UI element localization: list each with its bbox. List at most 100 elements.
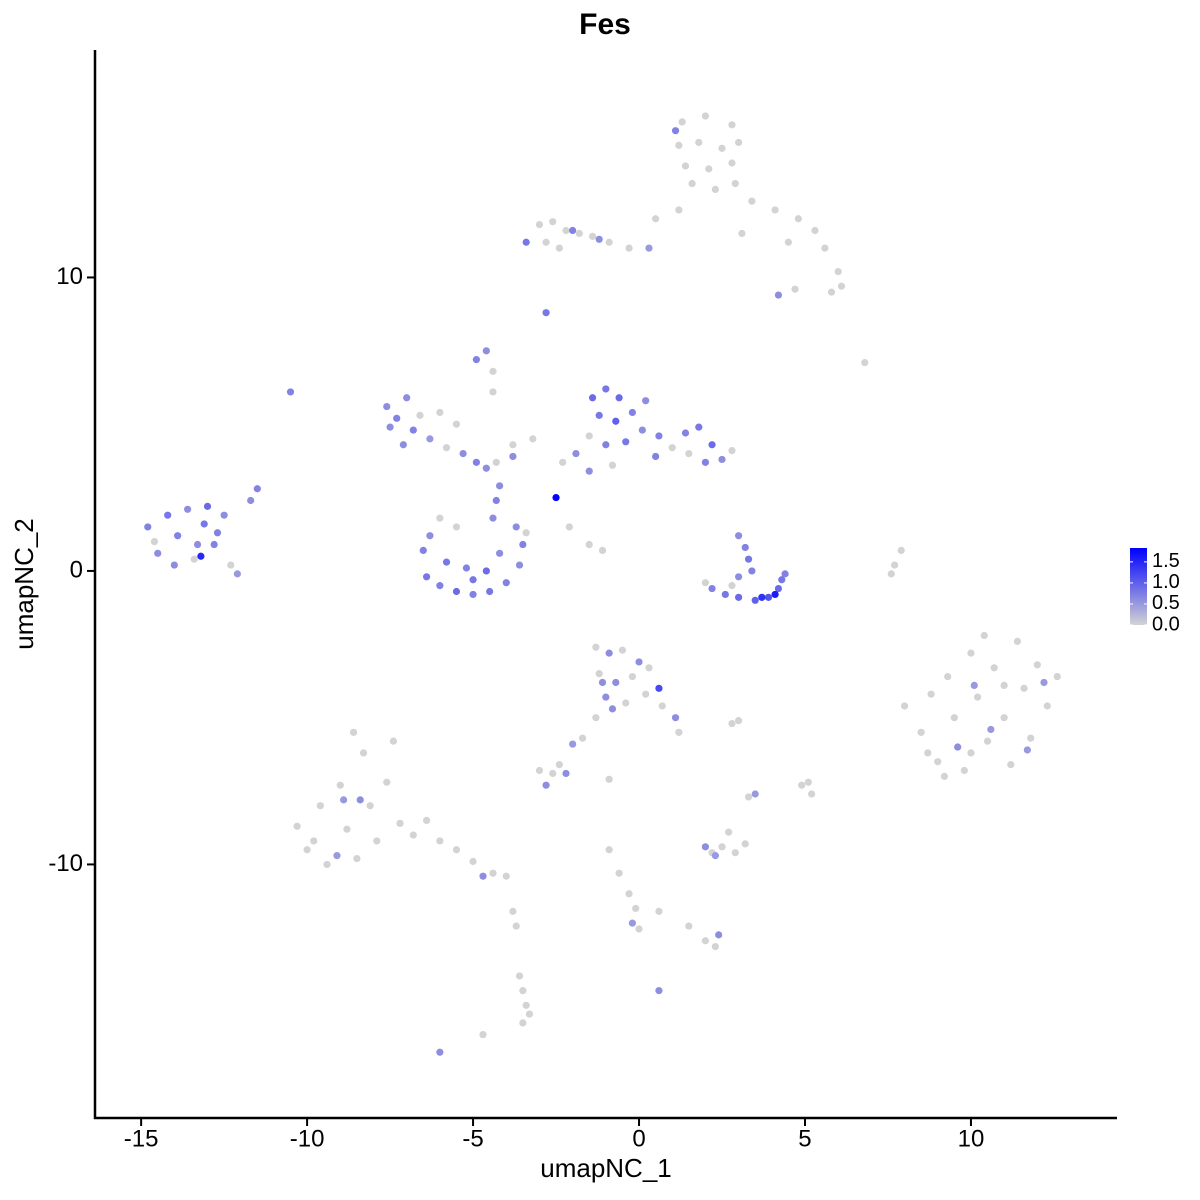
y-axis-title: umapNC_2 xyxy=(9,518,39,650)
point xyxy=(220,511,228,519)
x-tick-label: 0 xyxy=(632,1125,645,1152)
point xyxy=(515,972,524,980)
point xyxy=(203,502,212,510)
point xyxy=(924,749,932,757)
point xyxy=(349,728,358,736)
point xyxy=(373,837,381,845)
point xyxy=(987,725,995,734)
point xyxy=(900,702,909,710)
point xyxy=(738,229,746,238)
point xyxy=(1020,684,1028,692)
point xyxy=(774,291,783,299)
point xyxy=(522,1001,530,1009)
point xyxy=(303,846,311,854)
point xyxy=(442,444,451,452)
point xyxy=(542,238,550,246)
point xyxy=(735,593,743,601)
point xyxy=(615,869,623,877)
point xyxy=(535,766,544,775)
x-tick-label: -10 xyxy=(290,1125,325,1152)
point xyxy=(383,402,391,411)
point xyxy=(422,573,431,581)
point xyxy=(771,206,779,214)
point xyxy=(452,846,461,854)
point xyxy=(356,796,364,804)
point xyxy=(608,705,617,713)
point xyxy=(1040,678,1048,687)
point xyxy=(393,414,401,422)
point xyxy=(655,432,663,440)
point xyxy=(585,467,593,475)
point xyxy=(492,458,500,466)
point xyxy=(452,587,461,596)
point xyxy=(748,567,756,575)
point xyxy=(343,825,351,833)
point xyxy=(628,408,636,417)
chart-title: Fes xyxy=(579,8,631,41)
point xyxy=(555,761,563,769)
point xyxy=(512,922,520,930)
point xyxy=(602,441,610,449)
point xyxy=(164,511,172,519)
point xyxy=(512,523,520,531)
point xyxy=(681,162,690,170)
point xyxy=(595,411,603,419)
point xyxy=(731,849,739,857)
point xyxy=(718,455,726,464)
point xyxy=(695,423,703,431)
x-tick-label: 5 xyxy=(798,1125,811,1152)
point xyxy=(967,749,975,757)
point xyxy=(210,540,218,549)
point xyxy=(253,485,261,493)
point xyxy=(764,593,773,601)
point xyxy=(652,452,660,461)
point xyxy=(658,702,666,710)
point xyxy=(588,394,597,402)
y-tick-label: 0 xyxy=(70,556,83,583)
point xyxy=(174,532,182,540)
point xyxy=(549,218,557,226)
point xyxy=(555,244,563,252)
point xyxy=(436,837,444,845)
point xyxy=(486,587,494,596)
point xyxy=(193,540,202,549)
point xyxy=(887,570,895,578)
point xyxy=(612,417,620,425)
point xyxy=(416,411,424,419)
point xyxy=(522,238,530,246)
point xyxy=(744,555,753,563)
point xyxy=(967,649,975,657)
point xyxy=(569,226,577,235)
point xyxy=(213,529,222,537)
point xyxy=(784,238,792,246)
point xyxy=(359,749,368,757)
point xyxy=(1013,637,1022,645)
point xyxy=(386,423,394,431)
point xyxy=(436,582,444,590)
point xyxy=(426,435,434,443)
point xyxy=(671,127,680,135)
point xyxy=(685,922,693,930)
point xyxy=(519,1019,527,1027)
point xyxy=(336,781,344,789)
point xyxy=(502,872,510,880)
point xyxy=(144,523,152,531)
point xyxy=(482,567,490,575)
colorbar-tick-label: 1.0 xyxy=(1152,571,1180,593)
point xyxy=(233,570,241,578)
point xyxy=(598,678,607,687)
point xyxy=(954,743,962,751)
point xyxy=(701,112,710,120)
point xyxy=(718,843,726,851)
point xyxy=(1027,734,1035,742)
point xyxy=(436,514,444,522)
x-axis-title: umapNC_1 xyxy=(540,1153,672,1183)
colorbar-tick-label: 1.5 xyxy=(1152,550,1180,572)
point xyxy=(588,232,597,240)
point xyxy=(625,244,633,252)
point xyxy=(751,790,759,798)
point xyxy=(184,505,192,513)
point xyxy=(572,449,580,458)
point xyxy=(1053,672,1061,681)
point xyxy=(608,461,617,469)
